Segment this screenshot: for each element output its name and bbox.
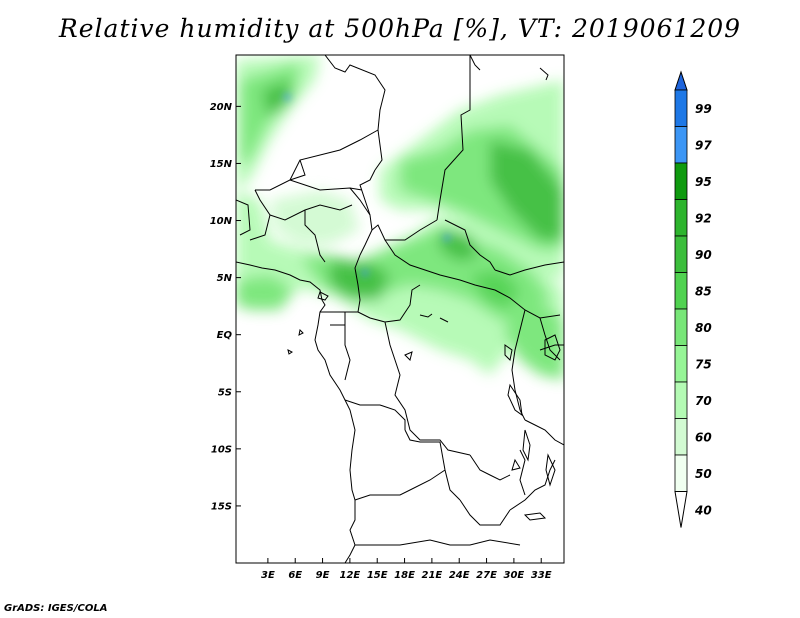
lon-tick-label: 3E — [261, 570, 275, 581]
colorbar-level-label: 90 — [695, 248, 712, 262]
lon-tick-label: 15E — [367, 570, 388, 581]
colorbar-segment — [674, 308, 688, 346]
colorbar-level-label: 99 — [695, 102, 712, 116]
colorbar-level-label: 92 — [695, 212, 712, 226]
lon-tick-label: 33E — [531, 570, 552, 581]
colorbar-level-label: 50 — [695, 467, 712, 481]
lon-tick-label: 30E — [504, 570, 525, 581]
colorbar-level-label: 75 — [695, 358, 712, 372]
colorbar-level-label: 40 — [694, 504, 712, 518]
lat-tick-label: 10S — [211, 444, 232, 455]
lat-tick-label: 10N — [210, 216, 233, 227]
latitude-axis: 20N 15N 10N 5N EQ 5S 10S 15S — [210, 102, 241, 512]
lon-tick-label: 6E — [288, 570, 302, 581]
longitude-axis: 3E 6E 9E 12E 15E 18E 21E 24E 27E 30E 33E — [261, 558, 552, 581]
lat-tick-label: 5S — [218, 387, 232, 398]
colorbar-level-label: 95 — [695, 175, 712, 189]
lon-tick-label: 12E — [340, 570, 361, 581]
lat-tick-label: 5N — [217, 273, 233, 284]
colorbar-bottom-arrow — [674, 491, 688, 528]
colorbar-level-label: 70 — [695, 394, 712, 408]
colorbar-segment — [674, 272, 688, 310]
lon-tick-label: 9E — [316, 570, 330, 581]
grads-credit: GrADS: IGES/COLA — [4, 603, 108, 614]
colorbar-segment — [674, 381, 688, 419]
country-boundaries — [236, 55, 564, 563]
colorbar-segment — [674, 89, 688, 127]
map-frame — [235, 54, 565, 564]
colorbar-level-label: 97 — [695, 139, 712, 153]
lon-tick-label: 18E — [394, 570, 415, 581]
colorbar-level-label: 60 — [695, 431, 712, 445]
lon-tick-label: 24E — [449, 570, 470, 581]
colorbar: 99 97 95 92 90 85 80 75 70 60 50 40 — [674, 70, 712, 528]
colorbar-level-label: 85 — [695, 285, 712, 299]
colorbar-segment — [674, 235, 688, 273]
colorbar-segment — [674, 126, 688, 164]
colorbar-segment — [674, 162, 688, 200]
colorbar-top-arrow — [674, 70, 688, 91]
lon-tick-label: 21E — [422, 570, 443, 581]
colorbar-segment — [674, 199, 688, 237]
lat-tick-label: 20N — [210, 102, 233, 113]
colorbar-segment — [674, 418, 688, 456]
lon-tick-label: 27E — [476, 570, 497, 581]
lat-tick-label: 15N — [210, 159, 233, 170]
map-title: Relative humidity at 500hPa [%], VT: 201… — [58, 14, 742, 43]
colorbar-segment — [674, 345, 688, 383]
colorbar-level-label: 80 — [695, 321, 712, 335]
humidity-field — [236, 55, 564, 563]
lat-tick-label: 15S — [211, 501, 232, 512]
colorbar-segment — [674, 454, 688, 492]
lat-tick-label: EQ — [217, 330, 233, 341]
